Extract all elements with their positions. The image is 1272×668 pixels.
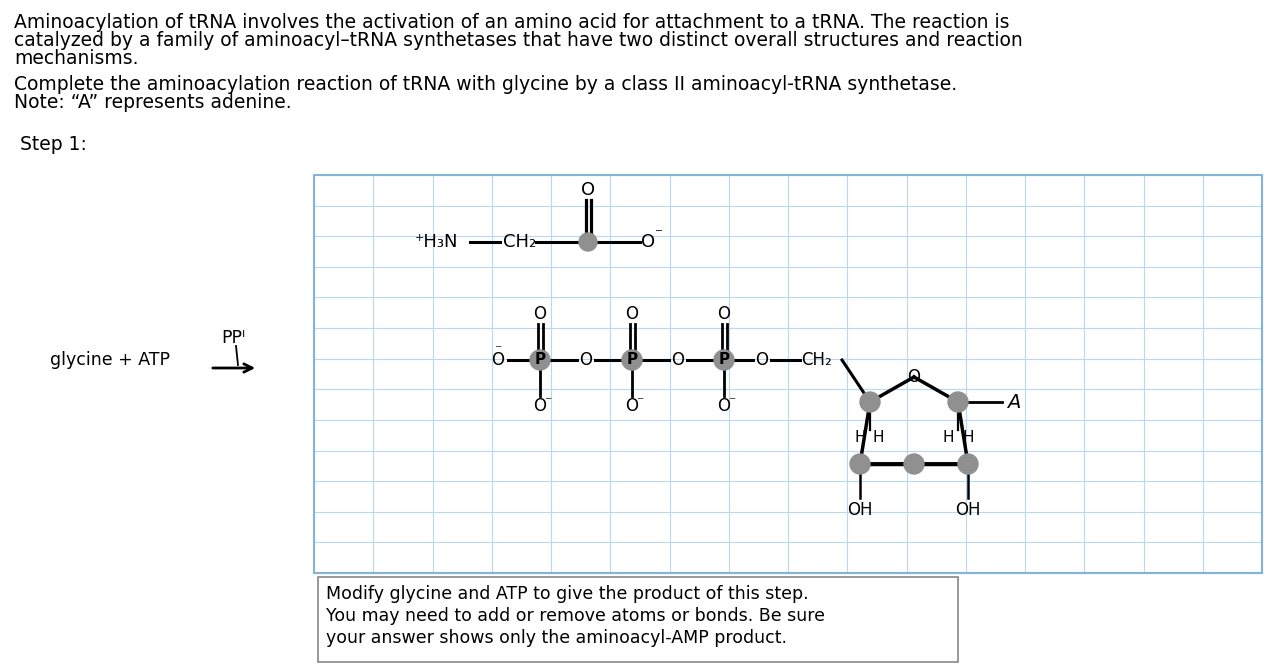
Text: O: O: [491, 351, 505, 369]
Bar: [314, 175, 1262, 573]
Text: O: O: [756, 351, 768, 369]
Circle shape: [860, 392, 880, 412]
Text: Modify glycine and ATP to give the product of this step.: Modify glycine and ATP to give the produ…: [326, 585, 809, 603]
Text: ⁻: ⁻: [655, 226, 663, 242]
Text: Note: “A” represents adenine.: Note: “A” represents adenine.: [14, 93, 291, 112]
Text: OH: OH: [847, 501, 873, 519]
Text: ⁻: ⁻: [729, 395, 735, 409]
Text: catalyzed by a family of aminoacyl–tRNA synthetases that have two distinct overa: catalyzed by a family of aminoacyl–tRNA …: [14, 31, 1023, 50]
Text: glycine + ATP: glycine + ATP: [50, 351, 170, 369]
Text: O: O: [907, 368, 921, 386]
Text: ⁻: ⁻: [495, 343, 501, 357]
Circle shape: [714, 350, 734, 370]
Text: H: H: [873, 430, 884, 446]
Text: O: O: [580, 351, 593, 369]
Circle shape: [579, 233, 597, 251]
Text: PPᴵ: PPᴵ: [221, 329, 245, 347]
Text: P: P: [626, 353, 637, 367]
Text: You may need to add or remove atoms or bonds. Be sure: You may need to add or remove atoms or b…: [326, 607, 826, 625]
Text: O: O: [626, 397, 639, 415]
Text: OH: OH: [955, 501, 981, 519]
Circle shape: [958, 454, 978, 474]
Text: Step 1:: Step 1:: [20, 135, 86, 154]
Circle shape: [622, 350, 642, 370]
Text: O: O: [672, 351, 684, 369]
Text: your answer shows only the aminoacyl-AMP product.: your answer shows only the aminoacyl-AMP…: [326, 629, 787, 647]
Text: O: O: [626, 305, 639, 323]
Text: H: H: [855, 430, 866, 446]
Text: P: P: [534, 353, 546, 367]
Text: O: O: [717, 305, 730, 323]
Text: CH₂: CH₂: [800, 351, 832, 369]
Text: O: O: [641, 233, 655, 251]
Text: H: H: [943, 430, 954, 446]
Circle shape: [904, 454, 923, 474]
Text: P: P: [719, 353, 730, 367]
Text: O: O: [533, 305, 547, 323]
Circle shape: [948, 392, 968, 412]
Text: CH₂: CH₂: [504, 233, 537, 251]
Text: ⁻: ⁻: [544, 395, 552, 409]
Circle shape: [530, 350, 550, 370]
Text: O: O: [581, 181, 595, 199]
Circle shape: [850, 454, 870, 474]
Text: ⁻: ⁻: [636, 395, 644, 409]
Text: O: O: [533, 397, 547, 415]
Text: mechanisms.: mechanisms.: [14, 49, 139, 68]
Text: O: O: [717, 397, 730, 415]
Text: Aminoacylation of tRNA involves the activation of an amino acid for attachment t: Aminoacylation of tRNA involves the acti…: [14, 13, 1010, 32]
Text: A: A: [1007, 393, 1020, 411]
Text: Complete the aminoacylation reaction of tRNA with glycine by a class II aminoacy: Complete the aminoacylation reaction of …: [14, 75, 957, 94]
Text: H: H: [962, 430, 974, 446]
Text: ⁺H₃N: ⁺H₃N: [415, 233, 458, 251]
Bar: [318, 577, 958, 662]
